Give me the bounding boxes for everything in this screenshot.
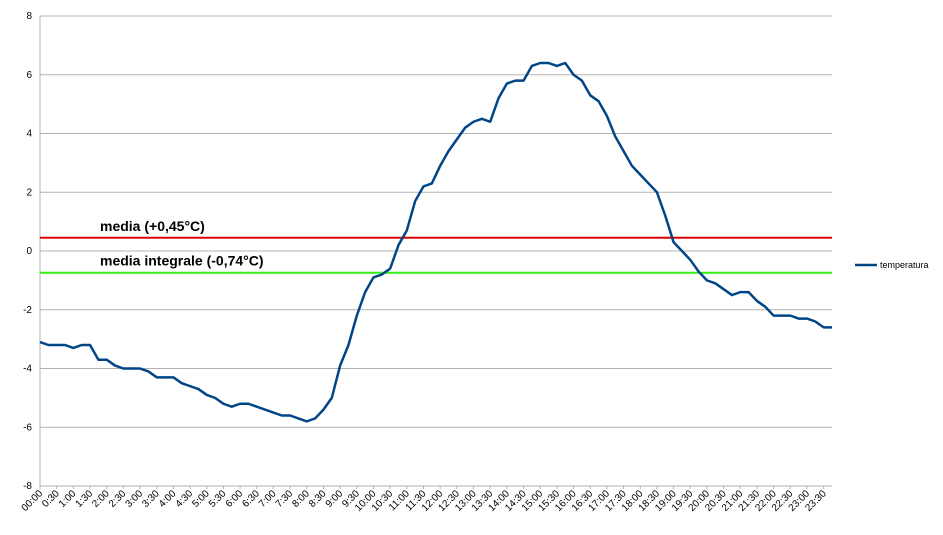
reference-label: media integrale (-0,74°C) xyxy=(100,253,264,269)
y-tick-label: -4 xyxy=(23,364,32,375)
y-tick-label: -8 xyxy=(23,481,32,492)
line-series xyxy=(39,61,832,423)
y-tick-label: -6 xyxy=(23,422,32,433)
y-tick-label: 2 xyxy=(26,187,32,198)
y-tick-label: 0 xyxy=(26,246,32,257)
legend-label: temperatura xyxy=(880,260,929,270)
y-tick-label: 8 xyxy=(26,11,32,22)
y-tick-label: -2 xyxy=(23,305,32,316)
y-tick-label: 6 xyxy=(26,70,32,81)
y-tick-label: 4 xyxy=(26,129,32,140)
reference-label: media (+0,45°C) xyxy=(100,218,205,234)
